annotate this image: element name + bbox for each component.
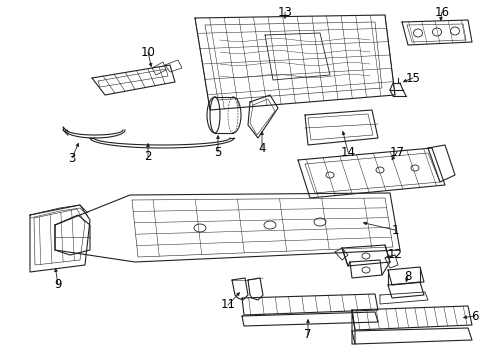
Text: 10: 10 — [140, 45, 155, 58]
Text: 1: 1 — [390, 224, 398, 237]
Text: 2: 2 — [144, 150, 151, 163]
Text: 9: 9 — [54, 279, 61, 292]
Text: 12: 12 — [386, 248, 402, 261]
Text: 7: 7 — [304, 328, 311, 342]
Text: 16: 16 — [434, 5, 448, 18]
Text: 14: 14 — [340, 145, 355, 158]
Text: 11: 11 — [220, 298, 235, 311]
Text: 17: 17 — [389, 145, 404, 158]
Text: 4: 4 — [258, 141, 265, 154]
Text: 3: 3 — [68, 152, 76, 165]
Text: 5: 5 — [214, 145, 221, 158]
Text: 13: 13 — [277, 5, 292, 18]
Text: 15: 15 — [405, 72, 420, 85]
Text: 8: 8 — [404, 270, 411, 283]
Text: 6: 6 — [470, 310, 478, 323]
